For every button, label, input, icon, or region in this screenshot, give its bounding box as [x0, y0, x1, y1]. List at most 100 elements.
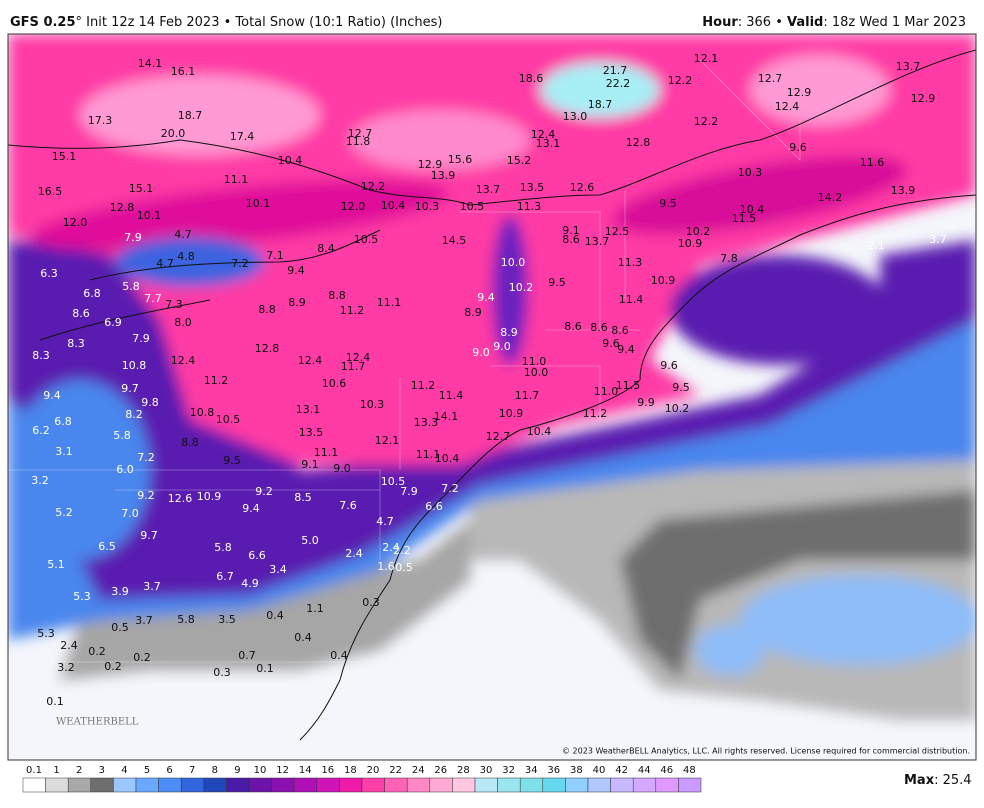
colorbar-swatch: [203, 777, 227, 793]
snow-label: 3.7: [929, 233, 947, 246]
colorbar-tick: 1: [53, 765, 59, 776]
colorbar-swatch: [180, 777, 205, 793]
snow-label: 12.7: [758, 72, 783, 85]
snow-label: 8.8: [328, 289, 346, 302]
snow-label: 7.3: [165, 298, 183, 311]
colorbar-swatch: [226, 777, 250, 793]
snow-label: 9.2: [255, 485, 273, 498]
colorbar-tick: 16: [321, 765, 334, 776]
snow-label: 8.0: [174, 316, 192, 329]
snow-label: 14.1: [434, 410, 459, 423]
snow-label: 0.2: [104, 660, 122, 673]
colorbar-tick: 12: [276, 765, 289, 776]
snow-label: 6.7: [216, 570, 234, 583]
snow-label: 8.9: [500, 326, 518, 339]
colorbar-tick: 22: [389, 765, 402, 776]
snow-label: 10.0: [524, 366, 549, 379]
colorbar-tick: 14: [299, 765, 312, 776]
snow-label: 9.0: [493, 340, 511, 353]
snow-label: 11.7: [341, 360, 366, 373]
colorbar-tick: 38: [570, 765, 583, 776]
snow-label: 10.5: [216, 413, 241, 426]
snow-label: 12.0: [63, 216, 88, 229]
snow-label: 3.4: [269, 563, 287, 576]
colorbar-swatch: [293, 777, 318, 793]
colorbar-swatch: [384, 777, 408, 793]
snow-label: 12.9: [787, 86, 812, 99]
colorbar-swatch: [406, 777, 431, 793]
snow-label: 4.7: [376, 515, 394, 528]
snow-label: 15.6: [448, 153, 473, 166]
snow-label: 3.1: [55, 445, 73, 458]
colorbar-tick: 46: [660, 765, 673, 776]
snow-label: 12.9: [418, 158, 443, 171]
snow-label: 3.7: [143, 580, 161, 593]
snow-label: 7.8: [720, 252, 738, 265]
snow-label: 11.6: [860, 156, 885, 169]
snow-label: 13.7: [896, 60, 921, 73]
snow-label: 9.6: [789, 141, 807, 154]
colorbar-tick: 30: [480, 765, 493, 776]
snow-label: 8.6: [562, 233, 580, 246]
snow-label: 10.8: [190, 406, 215, 419]
snow-label: 11.1: [377, 296, 402, 309]
snow-label: 9.5: [659, 197, 677, 210]
snow-label: 12.2: [361, 180, 386, 193]
snow-label: 10.6: [322, 377, 347, 390]
max: Max: 25.4: [904, 773, 972, 788]
snow-label: 7.9: [132, 332, 150, 345]
snow-label: 10.2: [509, 281, 534, 294]
snow-label: 13.9: [431, 169, 456, 182]
snow-label: 1.1: [306, 602, 324, 615]
snow-label: 21.7: [603, 64, 628, 77]
snow-label: 8.9: [288, 296, 306, 309]
snow-label: 10.4: [278, 154, 303, 167]
colorbar: 0.1 1 2 3 4 5 6 7 8 9 10 12 14 16 18 20 22 24 26 28 30 32 34 36…: [22, 765, 702, 793]
snow-label: 4.9: [241, 577, 259, 590]
snow-label: 12.4: [346, 351, 371, 364]
snow-label: 11.0: [594, 385, 619, 398]
snow-label: 15.1: [129, 182, 154, 195]
snow-label: 18.7: [588, 98, 613, 111]
colorbar-tick: 26: [434, 765, 447, 776]
snow-label: 16.1: [171, 65, 196, 78]
snow-label: 10.5: [354, 233, 379, 246]
snow-label: 7.2: [441, 482, 459, 495]
snow-label: 18.6: [519, 72, 544, 85]
snow-label: 0.1: [46, 695, 64, 708]
snow-label: 10.0: [501, 256, 526, 269]
snow-label: 18.7: [178, 109, 203, 122]
colorbar-tick: 5: [144, 765, 150, 776]
colorbar-tick: 44: [638, 765, 651, 776]
snow-field: [8, 34, 976, 720]
colorbar-swatch: [587, 777, 611, 793]
colorbar-swatch: [271, 777, 295, 793]
snow-label: 7.2: [137, 451, 155, 464]
colorbar-tick: 24: [412, 765, 425, 776]
max-value: : 25.4: [934, 773, 971, 788]
snow-label: 2.4: [345, 547, 363, 560]
colorbar-swatch: [22, 777, 46, 793]
snow-label: 9.9: [637, 396, 655, 409]
snow-label: 8.4: [317, 242, 335, 255]
snow-label: 0.7: [238, 649, 256, 662]
snow-label: 13.9: [891, 184, 916, 197]
snow-label: 8.6: [590, 321, 608, 334]
snow-label: 5.2: [55, 506, 73, 519]
snow-label: 10.9: [678, 237, 703, 250]
snow-label: 9.1: [562, 224, 580, 237]
snow-label: 13.5: [520, 181, 545, 194]
colorbar-tick: 48: [683, 765, 696, 776]
snow-label: 12.6: [570, 181, 595, 194]
snow-label: 9.7: [140, 529, 158, 542]
snow-label: 12.8: [110, 201, 135, 214]
snow-label: 0.4: [330, 649, 348, 662]
snow-label: 16.5: [38, 185, 63, 198]
snow-label: 7.2: [231, 257, 249, 270]
snow-label: 15.2: [507, 154, 532, 167]
snow-label: 4.8: [177, 250, 195, 263]
snow-label: 5.3: [73, 590, 91, 603]
snow-label: 12.4: [775, 100, 800, 113]
snow-label: 15.1: [52, 150, 77, 163]
